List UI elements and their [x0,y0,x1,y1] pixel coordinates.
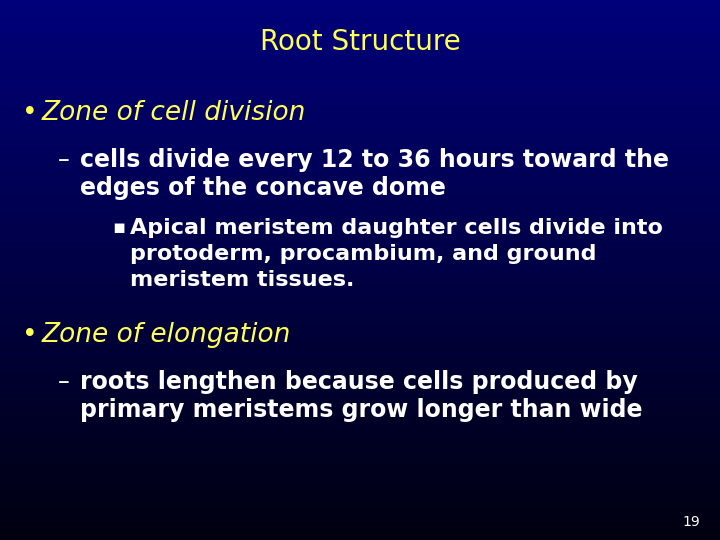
Text: cells divide every 12 to 36 hours toward the: cells divide every 12 to 36 hours toward… [80,148,669,172]
Text: •: • [22,100,37,126]
Text: ▪: ▪ [112,218,125,237]
Text: primary meristems grow longer than wide: primary meristems grow longer than wide [80,398,642,422]
Text: roots lengthen because cells produced by: roots lengthen because cells produced by [80,370,638,394]
Text: protoderm, procambium, and ground: protoderm, procambium, and ground [130,244,596,264]
Text: –: – [58,370,70,394]
Text: meristem tissues.: meristem tissues. [130,270,354,290]
Text: 19: 19 [683,515,700,529]
Text: •: • [22,322,37,348]
Text: edges of the concave dome: edges of the concave dome [80,176,446,200]
Text: Apical meristem daughter cells divide into: Apical meristem daughter cells divide in… [130,218,663,238]
Text: Root Structure: Root Structure [260,28,460,56]
Text: Zone of cell division: Zone of cell division [42,100,307,126]
Text: –: – [58,148,70,172]
Text: Zone of elongation: Zone of elongation [42,322,292,348]
